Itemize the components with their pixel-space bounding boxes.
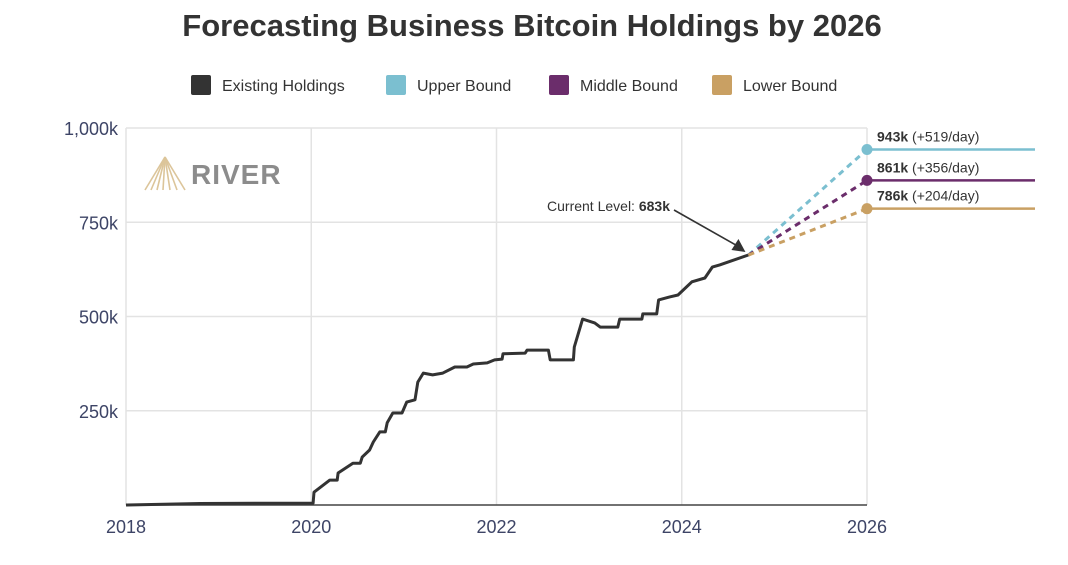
river-logo-icon [144, 156, 186, 191]
forecast-value: 943k [877, 128, 908, 144]
y-tick-label: 250k [79, 402, 119, 422]
legend-swatch [386, 75, 406, 95]
forecast-end-point [861, 143, 873, 155]
forecast-value: 861k [877, 159, 908, 175]
annotation-arrowhead [731, 239, 746, 253]
legend-label: Existing Holdings [222, 78, 345, 95]
legend-swatch [549, 75, 569, 95]
legend: Existing Holdings Upper Bound Middle Bound… [191, 75, 837, 95]
legend-label: Upper Bound [417, 78, 511, 95]
forecast-rate: (+204/day) [912, 188, 979, 204]
forecast-label: 861k (+356/day) [877, 159, 979, 175]
legend-swatch [712, 75, 732, 95]
legend-label: Lower Bound [743, 78, 837, 95]
svg-text:Current Level: 683k: Current Level: 683k [547, 198, 670, 214]
forecast-dashed-line [747, 179, 868, 257]
series-middle-bound: 861k (+356/day) [747, 159, 1035, 257]
series-lower-bound: 786k (+204/day) [747, 188, 1035, 257]
existing-holdings-line [125, 253, 749, 507]
forecast-dashed-line [747, 148, 868, 257]
series-existing-holdings [125, 253, 749, 507]
annotation-label: Current Level: [547, 198, 639, 214]
forecast-dashed-line [747, 207, 868, 257]
forecast-end-point [861, 174, 873, 186]
x-tick-label: 2026 [847, 517, 887, 537]
legend-swatch [191, 75, 211, 95]
river-logo-text: RIVER [191, 159, 282, 190]
y-tick-label: 750k [79, 213, 119, 233]
series-layer: 943k (+519/day)861k (+356/day)786k (+204… [125, 128, 1035, 507]
forecast-rate: (+519/day) [912, 128, 979, 144]
forecast-label: 943k (+519/day) [877, 128, 979, 144]
series-upper-bound: 943k (+519/day) [747, 128, 1035, 257]
river-logo: RIVER [144, 156, 282, 191]
legend-label: Middle Bound [580, 78, 678, 95]
grid: 250k 500k 750k 1,000k 2018 2020 2022 2024 2026 [64, 119, 887, 537]
y-tick-label: 500k [79, 308, 119, 328]
x-tick-label: 2020 [291, 517, 331, 537]
x-tick-label: 2018 [106, 517, 146, 537]
y-tick-label: 1,000k [64, 119, 119, 139]
current-level-annotation: Current Level: 683k [547, 198, 746, 253]
forecast-end-point [861, 203, 873, 215]
x-tick-label: 2024 [662, 517, 702, 537]
forecast-value: 786k [877, 188, 908, 204]
annotation-value: 683k [639, 198, 670, 214]
chart-title: Forecasting Business Bitcoin Holdings by… [182, 8, 881, 43]
forecast-label: 786k (+204/day) [877, 188, 979, 204]
forecast-rate: (+356/day) [912, 159, 979, 175]
x-tick-label: 2022 [476, 517, 516, 537]
annotation-arrow [673, 209, 740, 248]
